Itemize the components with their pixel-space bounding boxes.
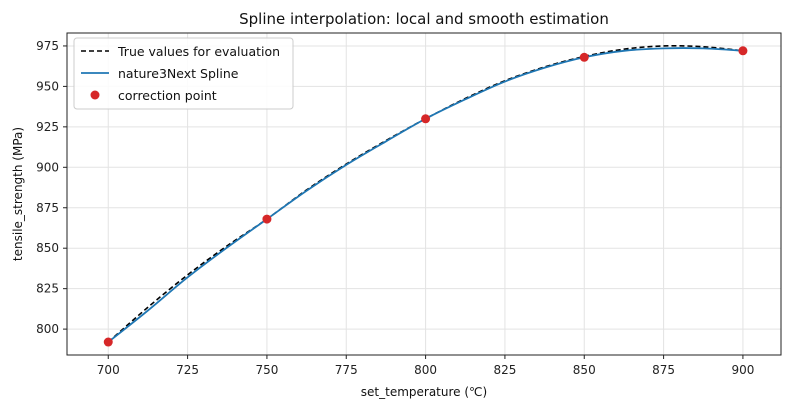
x-tick-label: 800 (414, 363, 437, 377)
correction-point (103, 337, 113, 347)
correction-point (262, 214, 272, 224)
y-tick-label: 800 (36, 322, 59, 336)
y-tick-label: 925 (36, 120, 59, 134)
x-tick-label: 700 (97, 363, 120, 377)
y-tick-label: 900 (36, 160, 59, 174)
y-tick-label: 875 (36, 201, 59, 215)
legend-correction-point-swatch (90, 90, 100, 100)
x-tick-label: 825 (493, 363, 516, 377)
legend-box (73, 37, 294, 110)
legend-correction-point-label: correction point (118, 88, 217, 103)
x-tick-label: 725 (176, 363, 199, 377)
x-tick-label: 750 (255, 363, 278, 377)
chart-title: Spline interpolation: local and smooth e… (239, 10, 609, 28)
y-tick-label: 975 (36, 39, 59, 53)
axis-ticks: 700 725 750 775 800 825 850 875 900 800 825 850 875 9… (36, 39, 754, 377)
x-tick-label: 900 (731, 363, 754, 377)
series (103, 44, 748, 347)
plot-frame (66, 32, 782, 356)
x-tick-label: 875 (652, 363, 675, 377)
x-tick-label: 775 (335, 363, 358, 377)
y-tick-label: 850 (36, 241, 59, 255)
legend: True values for evaluation nature3Next S… (73, 37, 294, 110)
y-tick-label: 825 (36, 282, 59, 296)
x-axis-label: set_temperature (℃) (361, 385, 487, 399)
x-tick-label: 850 (573, 363, 596, 377)
grid (67, 33, 781, 355)
legend-spline-label: nature3Next Spline (118, 66, 239, 81)
correction-point (738, 46, 748, 56)
correction-point (579, 52, 589, 62)
y-tick-label: 950 (36, 79, 59, 93)
y-axis-label: tensile_strength (MPa) (11, 127, 25, 261)
legend-true-values-label: True values for evaluation (117, 44, 280, 59)
correction-point (421, 114, 431, 124)
